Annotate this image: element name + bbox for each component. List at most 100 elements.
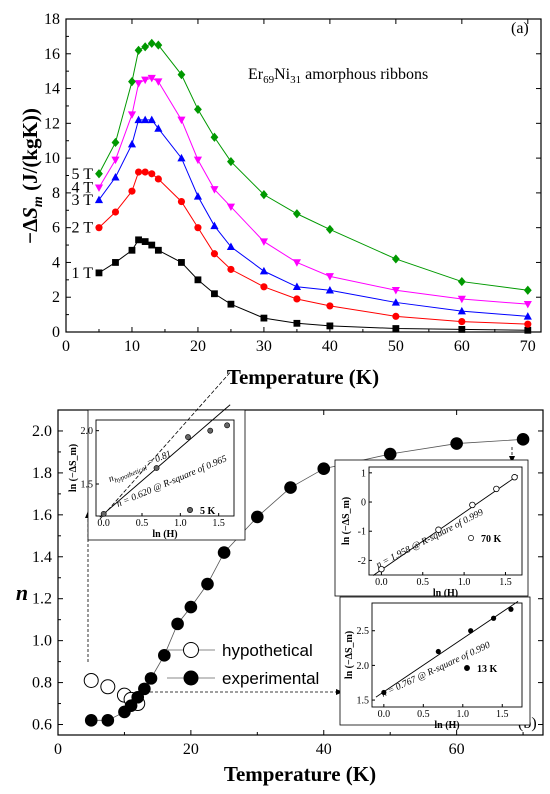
inset-13k: 0.0 0.5 1.0 1.51.52.02.5ln (H)ln (−ΔS_m) n =… <box>339 596 531 731</box>
inset-y-tick-label: 0 <box>361 498 366 509</box>
data-point-4T <box>457 295 466 304</box>
legend-label-hypothetical: hypothetical <box>222 641 313 660</box>
data-point-1T <box>135 236 142 244</box>
data-point-2T <box>326 302 334 310</box>
inset-x-tick-label: 1.5 <box>496 709 509 720</box>
panel-b-y-tick-label: 1.8 <box>32 465 52 482</box>
inset-plot-area <box>368 466 523 576</box>
data-point-3T <box>259 266 268 275</box>
legend-label-experimental: experimental <box>222 669 319 688</box>
panel-a-x-tick-label: 70 <box>520 338 536 355</box>
data-point-2T <box>524 320 532 328</box>
data-point-2T <box>134 168 143 176</box>
series-label-1T: 1 T <box>72 265 94 282</box>
inset-x-tick-label: 1.5 <box>499 577 512 588</box>
inset-5k: 0.0 0.5 1.0 1.51.52.0ln (H)ln (−ΔS_m) n = 0.… <box>68 372 246 541</box>
data-point-4T <box>325 273 334 281</box>
inset-x-axis-label: ln (H) <box>433 588 458 599</box>
inset-x-axis-label: ln (H) <box>152 529 177 540</box>
data-point-experimental <box>284 481 297 494</box>
data-point-3T <box>523 312 532 320</box>
data-point-1T <box>154 246 162 254</box>
data-point-4T <box>210 186 219 194</box>
data-point-2T <box>111 208 120 216</box>
data-point-2T <box>148 170 156 178</box>
panel-a-y-tick-label: 12 <box>44 115 60 132</box>
inset-x-tick-label: 1.0 <box>457 709 470 720</box>
inset-plot-area <box>371 602 523 708</box>
inset-label: 13 K <box>477 664 498 675</box>
inset-label-marker <box>464 665 470 671</box>
data-point-2T <box>194 224 202 232</box>
data-point-1T <box>326 322 334 330</box>
panel-a-x-tick-label: 60 <box>454 338 470 355</box>
inset-data-point <box>224 422 230 429</box>
inset-fit-line <box>99 404 231 518</box>
data-point-3T <box>94 195 104 204</box>
inset-x-axis-label: ln (H) <box>434 720 459 731</box>
data-point-5T <box>210 132 219 142</box>
inset-y-tick-label: 1.5 <box>357 696 370 707</box>
inset-label-marker <box>468 535 474 541</box>
panel-a-x-tick-label: 40 <box>322 338 338 355</box>
panel-b-x-tick-label: 0 <box>54 741 62 758</box>
inset-y-tick-label: -1 <box>358 527 366 538</box>
data-point-2T <box>141 168 149 176</box>
data-point-1T <box>524 326 532 334</box>
panel-b-ticks: 0 20 40 60 0.6 0.8 1.0 1.2 1.4 1.6 1.8 2.0 <box>32 410 543 758</box>
data-point-4T <box>177 116 186 125</box>
data-point-4T <box>391 287 400 295</box>
data-point-5T <box>457 276 466 287</box>
data-point-1T <box>392 325 400 332</box>
inset-label: 70 K <box>481 534 502 545</box>
inset-y-axis-label: ln (−ΔS_m) <box>341 497 352 545</box>
inset-data-point <box>207 427 214 434</box>
data-point-experimental <box>138 682 151 696</box>
panel-a-y-tick-label: 10 <box>44 150 60 167</box>
data-point-3T <box>111 172 120 181</box>
panel-b-x-tick-label: 20 <box>183 741 199 758</box>
annotation-sub-1: 69 <box>263 74 275 86</box>
data-point-experimental <box>450 437 463 450</box>
data-point-5T <box>325 224 334 234</box>
panel-a-label: (a) <box>511 20 529 37</box>
data-point-5T <box>95 169 103 179</box>
data-point-3T <box>177 153 186 162</box>
inset-data-point <box>469 501 476 509</box>
data-point-4T <box>193 156 203 165</box>
inset-data-point <box>381 689 387 696</box>
inset-x-tick-label: 0.5 <box>417 709 430 720</box>
legend-marker-hypothetical <box>183 642 199 658</box>
inset-frame <box>87 409 246 541</box>
inset-data-point <box>493 485 500 493</box>
inset-x-tick-label: 0.5 <box>136 518 149 529</box>
data-point-1T <box>148 241 156 249</box>
inset-data-point <box>435 648 441 655</box>
data-point-3T <box>193 192 203 200</box>
data-point-2T <box>392 312 400 320</box>
inset-y-tick-label: 1.5 <box>81 480 94 491</box>
legend-marker-experimental <box>183 670 199 686</box>
data-point-4T <box>226 203 236 212</box>
data-point-4T <box>111 156 120 165</box>
data-point-3T <box>391 298 400 306</box>
annotation-sub-2: 31 <box>290 74 301 86</box>
data-point-5T <box>194 104 202 115</box>
panel-a-y-axis-label: −ΔSm (J/(kgK)) <box>18 108 46 244</box>
panel-a-x-axis-label: Temperature (K) <box>227 365 379 389</box>
data-point-5T <box>134 45 143 55</box>
inset-x-tick-label: 0.0 <box>378 709 391 720</box>
inset-y-tick-label: -2 <box>358 556 366 567</box>
data-point-experimental <box>251 510 264 524</box>
data-point-3T <box>457 306 466 315</box>
data-point-experimental <box>101 714 115 727</box>
panel-a-y-tick-label: 18 <box>44 11 60 28</box>
arrow-70k-down-head <box>509 456 515 463</box>
panel-a-series: 1 T 2 T 3 T4 T5 T <box>72 38 532 334</box>
series-label-2T: 2 T <box>72 220 94 237</box>
panel-b-x-tick-label: 60 <box>449 741 465 758</box>
panel-b-x-axis-label: Temperature (K) <box>224 762 376 786</box>
data-point-4T <box>94 184 104 192</box>
data-point-1T <box>178 259 185 266</box>
